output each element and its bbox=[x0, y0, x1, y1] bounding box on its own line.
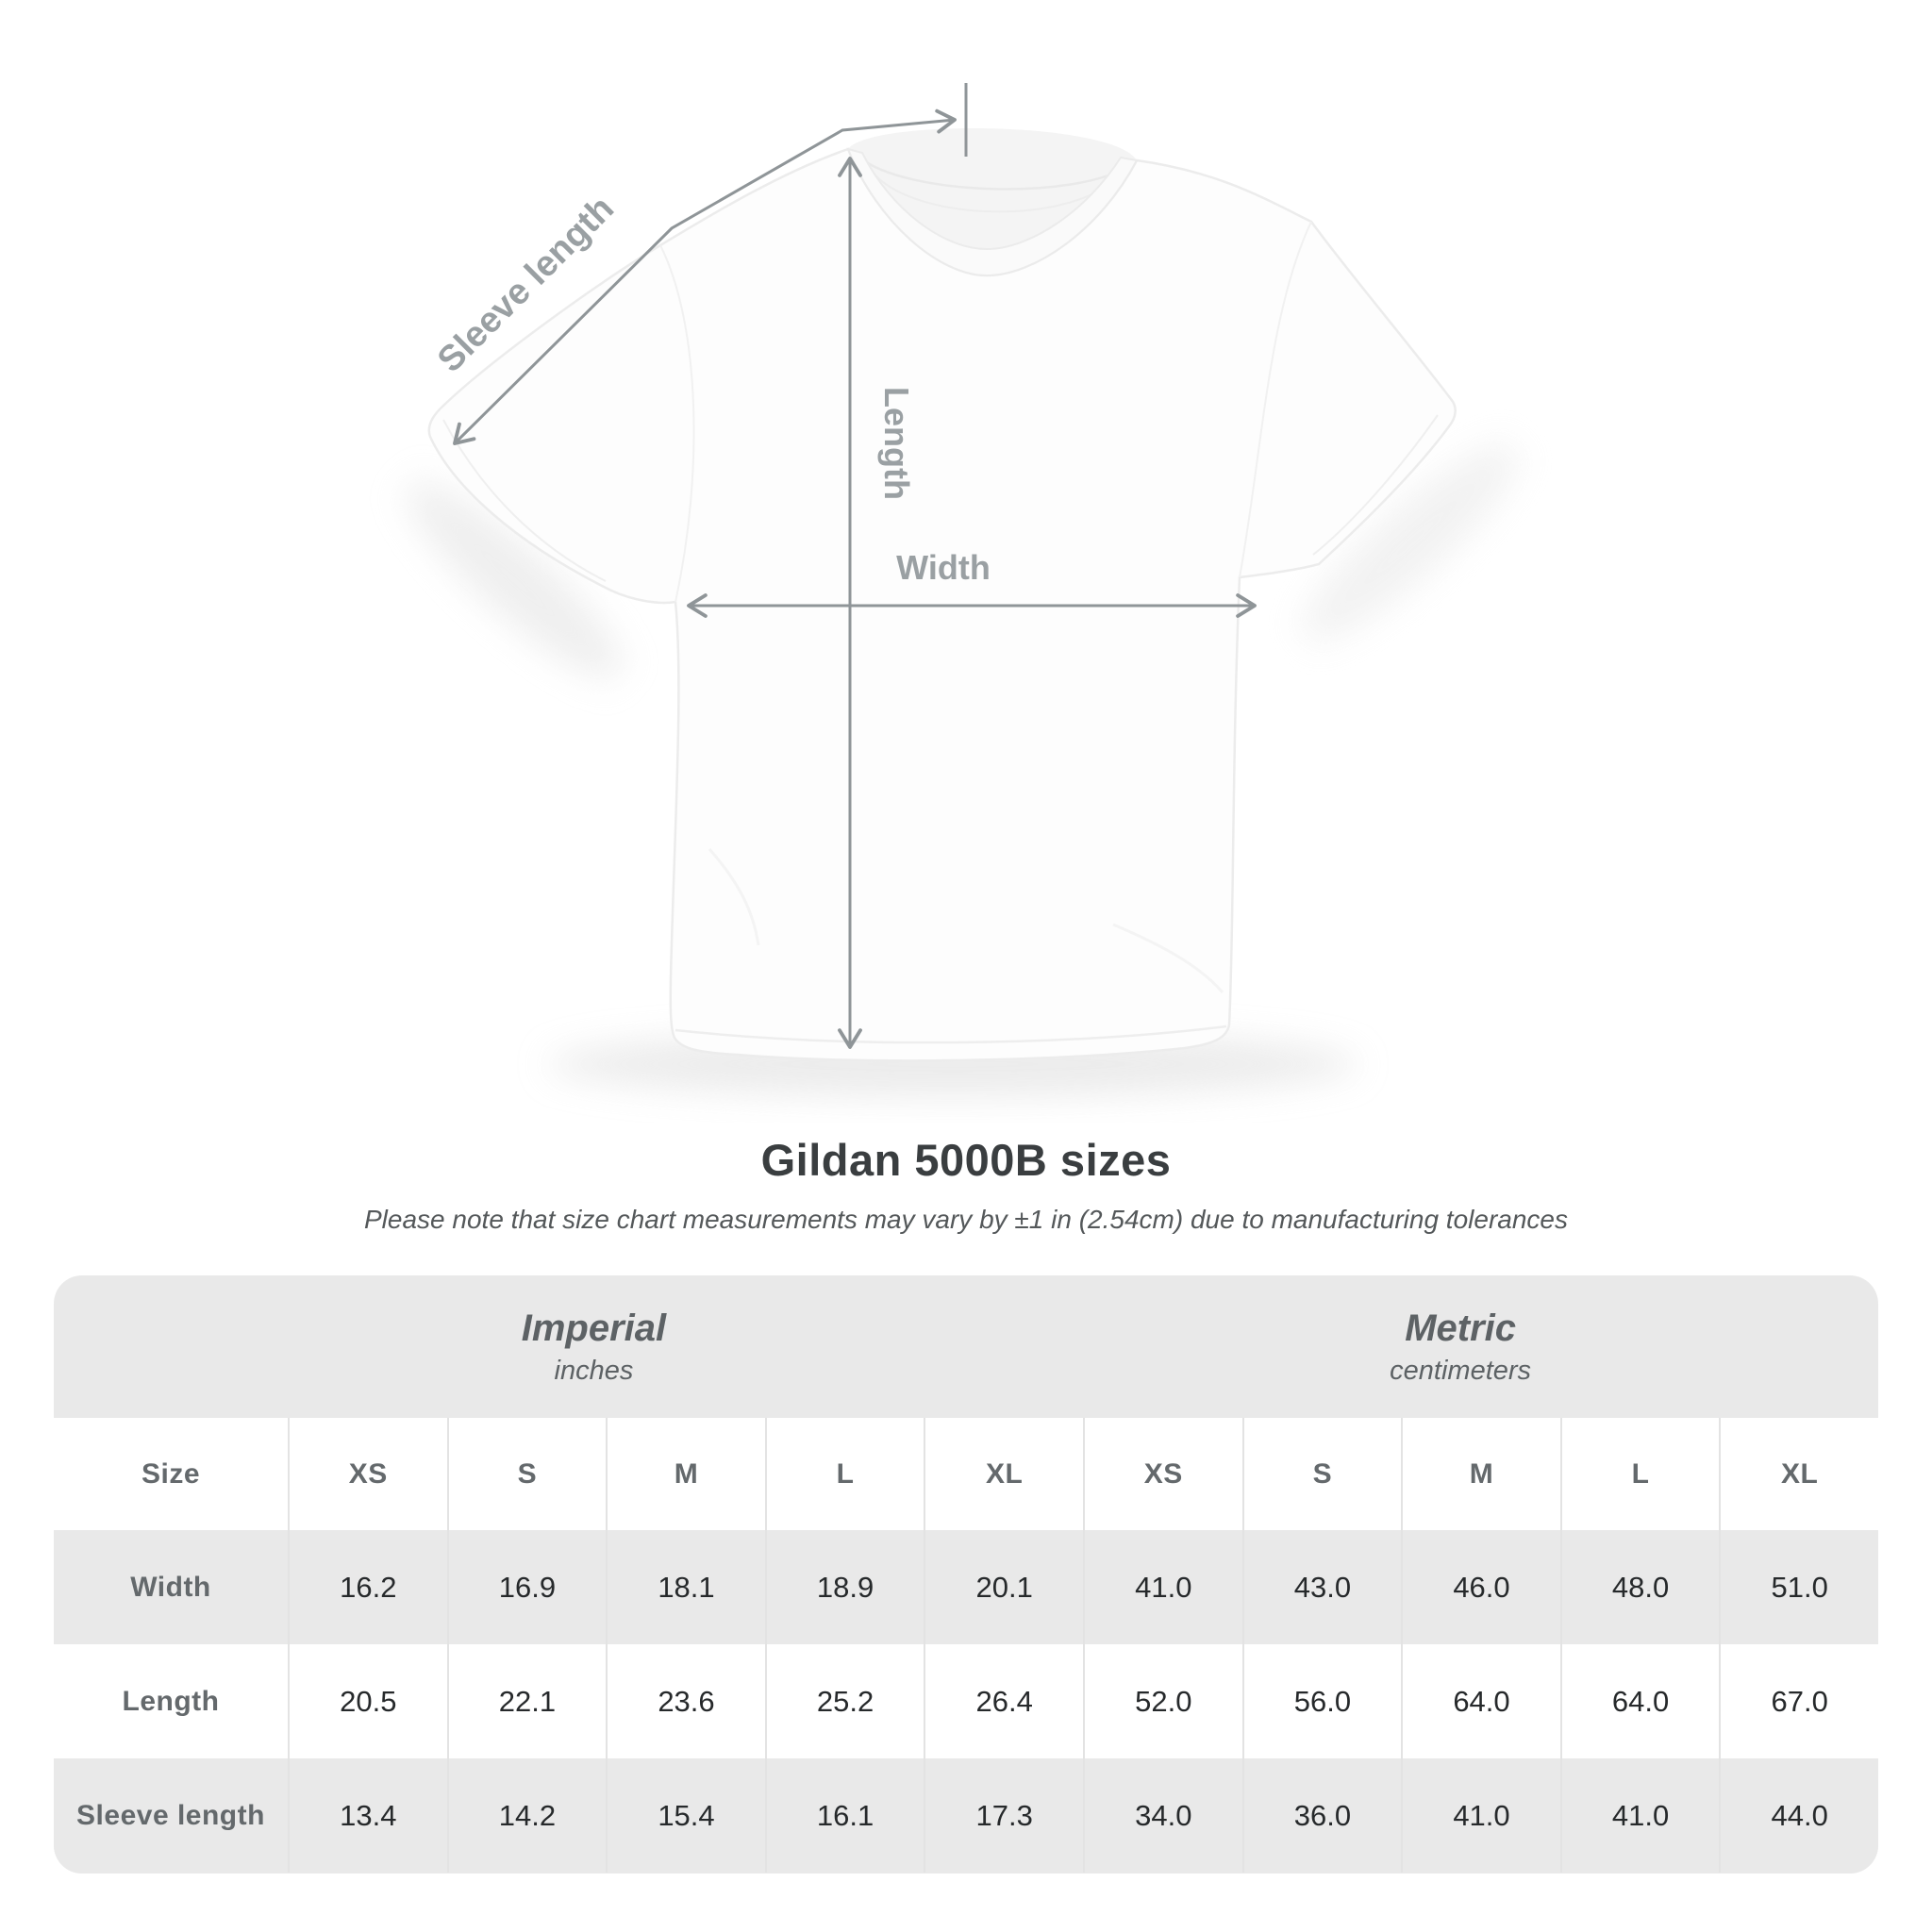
length-imperial-xs: 20.5 bbox=[288, 1644, 447, 1758]
length-metric-xs: 52.0 bbox=[1083, 1644, 1242, 1758]
sleeve-length-row: Sleeve length 13.4 14.2 15.4 16.1 17.3 3… bbox=[54, 1758, 1878, 1873]
length-imperial-s: 22.1 bbox=[446, 1644, 607, 1758]
length-row: Length 20.5 22.1 23.6 25.2 26.4 52.0 56.… bbox=[54, 1644, 1878, 1758]
size-col-imperial-l: L bbox=[764, 1418, 924, 1530]
metric-label: Metric bbox=[1405, 1307, 1517, 1349]
length-metric-s: 56.0 bbox=[1241, 1644, 1402, 1758]
length-label: Length bbox=[877, 387, 916, 500]
width-imperial-xs: 16.2 bbox=[288, 1530, 447, 1644]
size-col-imperial-xs: XS bbox=[288, 1418, 447, 1530]
imperial-unit-label: inches bbox=[554, 1355, 634, 1386]
width-imperial-xl: 20.1 bbox=[924, 1530, 1083, 1644]
length-metric-xl: 67.0 bbox=[1719, 1644, 1878, 1758]
width-metric-l: 48.0 bbox=[1559, 1530, 1720, 1644]
width-label: Width bbox=[896, 548, 991, 587]
page-title: Gildan 5000B sizes bbox=[760, 1135, 1172, 1185]
length-row-label: Length bbox=[122, 1685, 220, 1717]
sleeve-metric-m: 41.0 bbox=[1401, 1758, 1560, 1873]
width-metric-m: 46.0 bbox=[1401, 1530, 1560, 1644]
sleeve-metric-l: 41.0 bbox=[1559, 1758, 1720, 1873]
sleeve-imperial-l: 16.1 bbox=[764, 1758, 924, 1873]
width-imperial-s: 16.9 bbox=[446, 1530, 607, 1644]
sleeve-imperial-s: 14.2 bbox=[446, 1758, 607, 1873]
sleeve-imperial-xs: 13.4 bbox=[288, 1758, 447, 1873]
size-chart-table: Imperial inches Metric centimeters Size … bbox=[54, 1275, 1878, 1874]
length-imperial-m: 23.6 bbox=[606, 1644, 765, 1758]
tolerance-note: Please note that size chart measurements… bbox=[364, 1205, 1568, 1234]
sleeve-imperial-xl: 17.3 bbox=[924, 1758, 1083, 1873]
dimension-lines bbox=[453, 83, 1257, 1049]
length-metric-l: 64.0 bbox=[1559, 1644, 1720, 1758]
size-col-metric-s: S bbox=[1241, 1418, 1402, 1530]
size-col-metric-m: M bbox=[1401, 1418, 1560, 1530]
size-col-metric-l: L bbox=[1559, 1418, 1720, 1530]
title-block: Gildan 5000B sizes Please note that size… bbox=[0, 1134, 1932, 1238]
length-imperial-l: 25.2 bbox=[764, 1644, 924, 1758]
metric-group-header: Metric centimeters bbox=[1390, 1307, 1531, 1388]
width-imperial-m: 18.1 bbox=[606, 1530, 765, 1644]
size-col-imperial-m: M bbox=[606, 1418, 765, 1530]
width-row-label: Width bbox=[130, 1571, 211, 1603]
tshirt-image bbox=[427, 128, 1457, 1062]
width-imperial-l: 18.9 bbox=[764, 1530, 924, 1644]
length-metric-m: 64.0 bbox=[1401, 1644, 1560, 1758]
size-col-imperial-xl: XL bbox=[924, 1418, 1083, 1530]
sleeve-length-arrow bbox=[453, 108, 957, 445]
metric-unit-label: centimeters bbox=[1390, 1355, 1532, 1386]
imperial-group-header: Imperial inches bbox=[522, 1307, 666, 1388]
size-header-row: Size XS S M L XL XS S M L XL bbox=[54, 1418, 1878, 1530]
size-col-metric-xs: XS bbox=[1083, 1418, 1242, 1530]
width-metric-xs: 41.0 bbox=[1083, 1530, 1242, 1644]
sleeve-metric-xs: 34.0 bbox=[1083, 1758, 1242, 1873]
sleeve-metric-s: 36.0 bbox=[1241, 1758, 1402, 1873]
sleeve-metric-xl: 44.0 bbox=[1719, 1758, 1878, 1873]
sleeve-imperial-m: 15.4 bbox=[606, 1758, 765, 1873]
unit-header-band: Imperial inches Metric centimeters bbox=[54, 1275, 1878, 1418]
width-metric-xl: 51.0 bbox=[1719, 1530, 1878, 1644]
imperial-label: Imperial bbox=[521, 1307, 667, 1349]
sleeve-row-label: Sleeve length bbox=[76, 1799, 265, 1831]
size-col-imperial-s: S bbox=[446, 1418, 607, 1530]
width-row: Width 16.2 16.9 18.1 18.9 20.1 41.0 43.0… bbox=[54, 1530, 1878, 1644]
tshirt-measurement-diagram: Sleeve length Length Width bbox=[406, 83, 1519, 1096]
width-metric-s: 43.0 bbox=[1241, 1530, 1402, 1644]
tshirt-diagram-svg: Sleeve length Length Width bbox=[406, 83, 1519, 1096]
size-col-metric-xl: XL bbox=[1719, 1418, 1878, 1530]
length-imperial-xl: 26.4 bbox=[924, 1644, 1083, 1758]
size-row-label: Size bbox=[141, 1457, 201, 1490]
